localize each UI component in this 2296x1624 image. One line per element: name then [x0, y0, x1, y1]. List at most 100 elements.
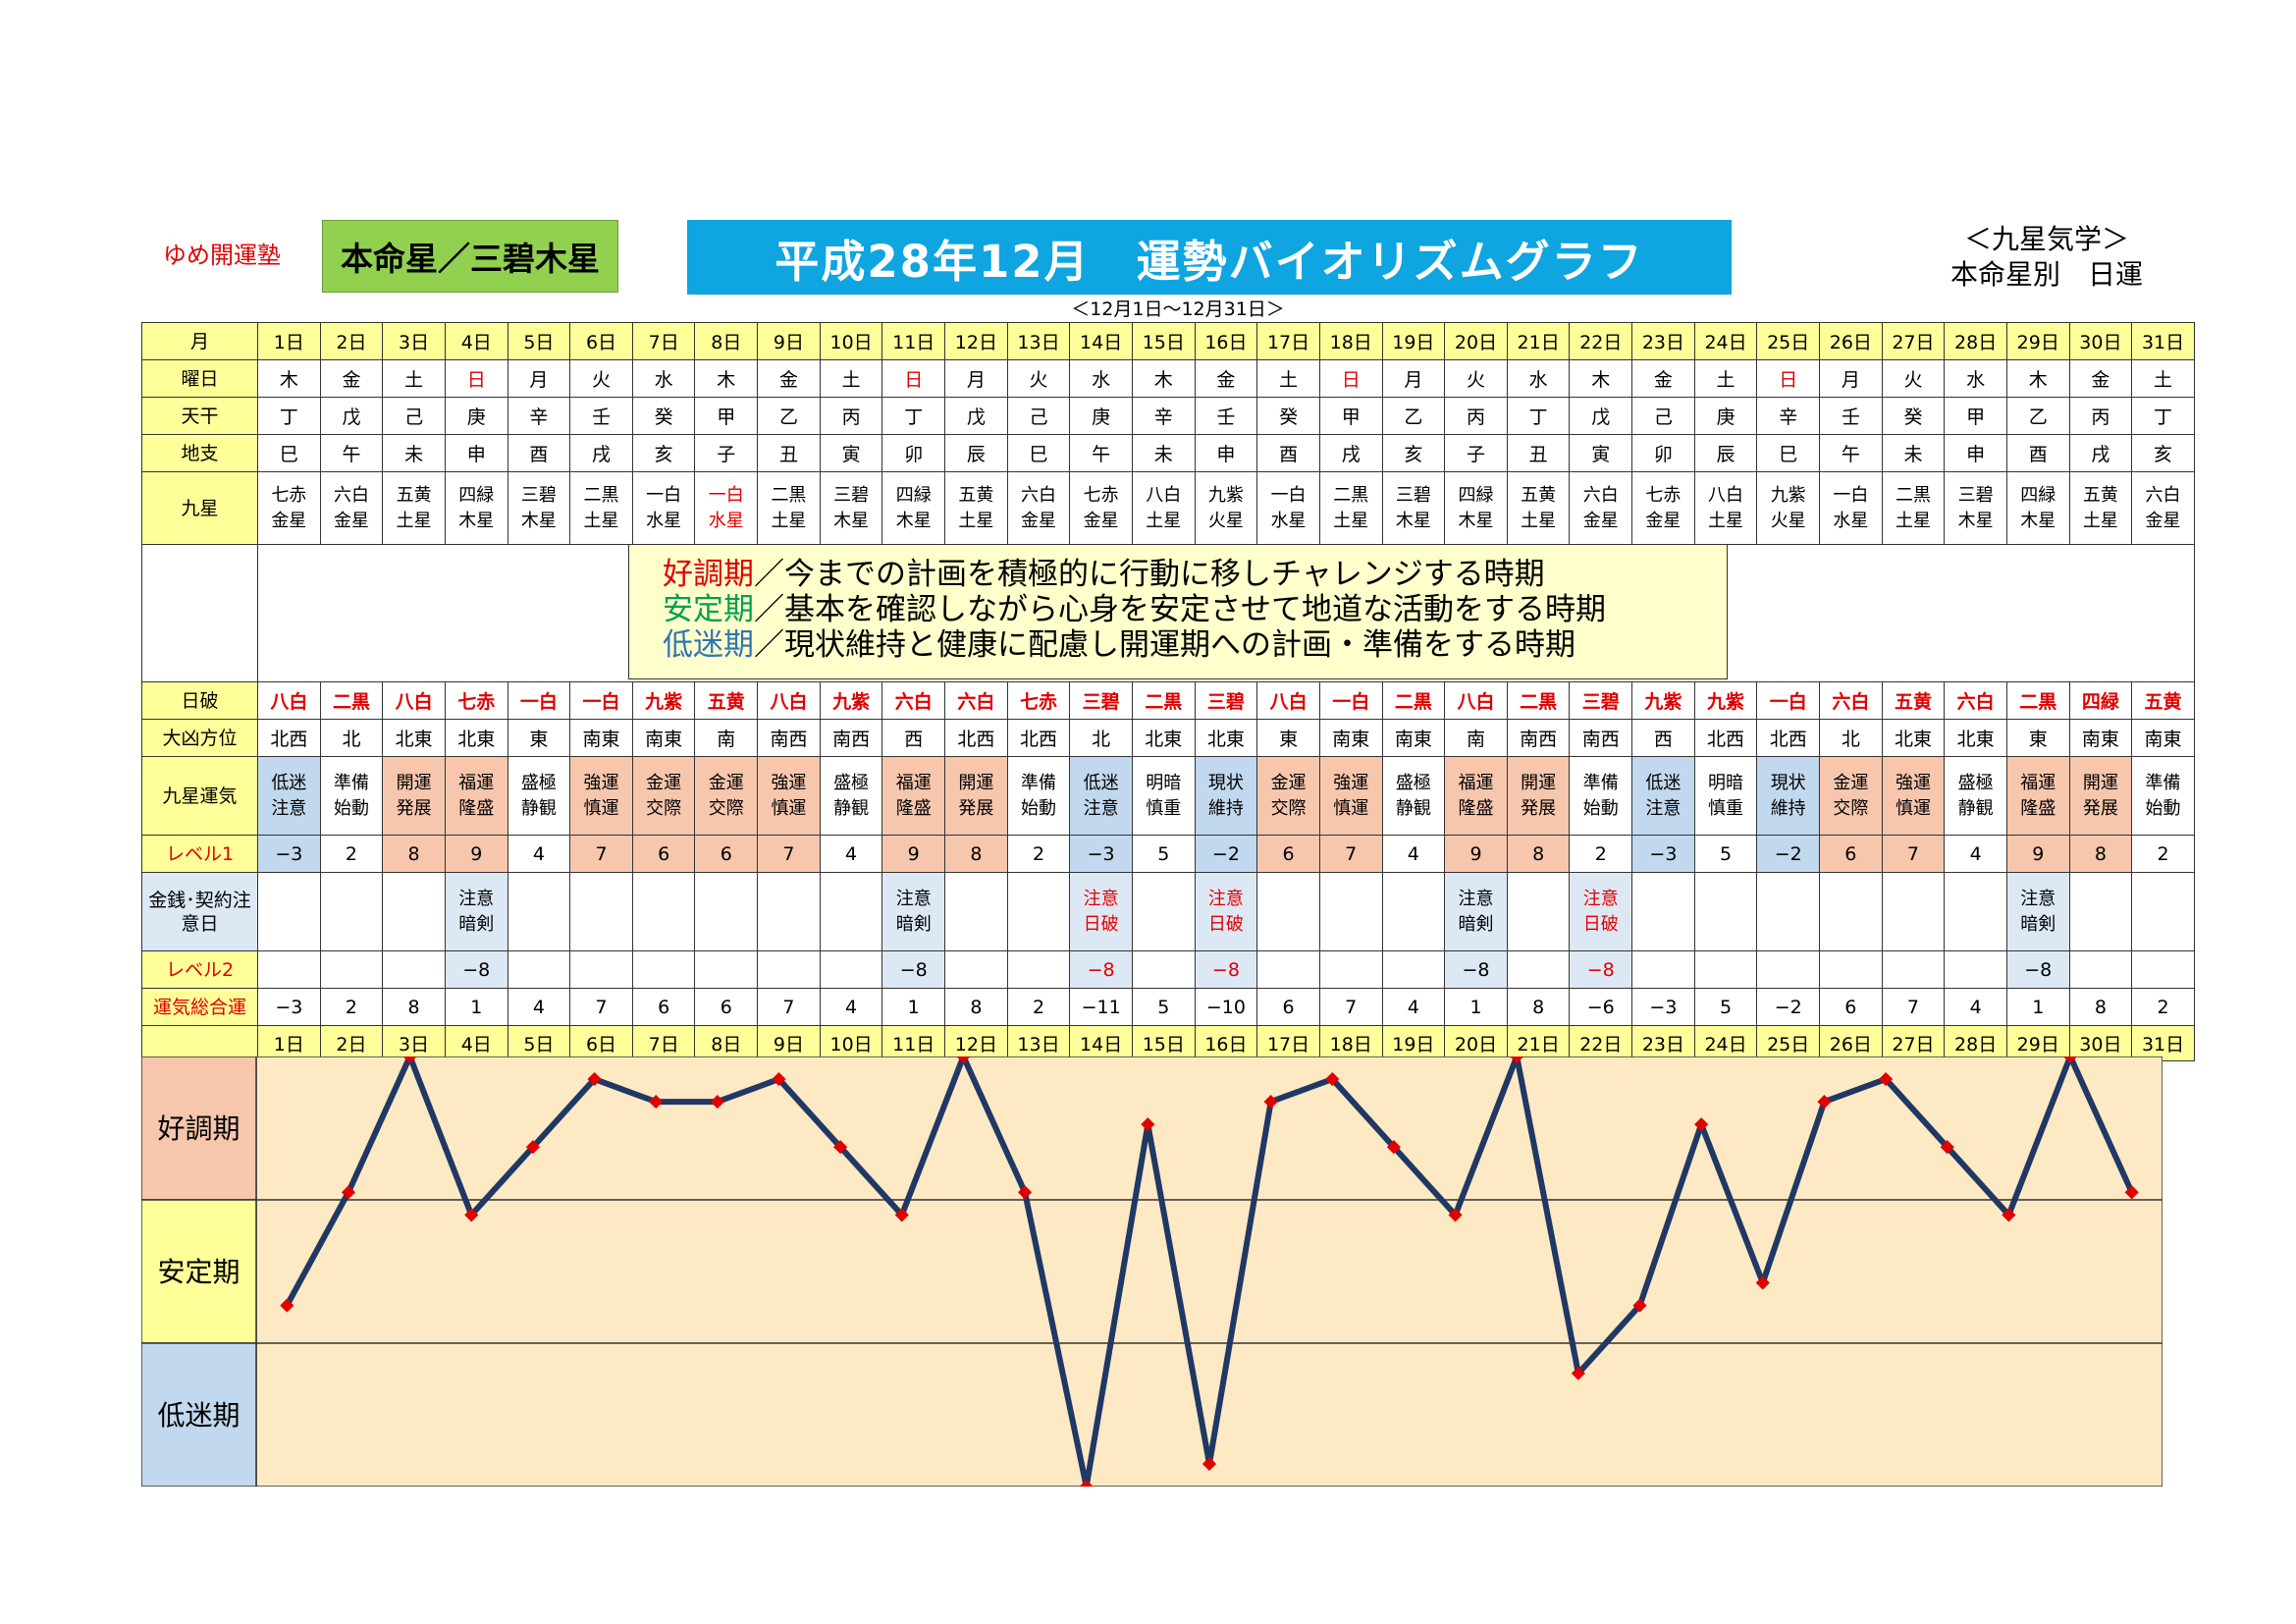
legend-low-key: 低迷期 — [663, 627, 754, 663]
table-cell: 巳 — [1756, 434, 1821, 472]
band-label: 好調期 — [157, 1112, 240, 1145]
table-cell: 二黒 — [1506, 681, 1571, 720]
cell-line: 注意 — [1645, 797, 1682, 819]
table-cell: 14日 — [1069, 1025, 1133, 1061]
table-cell: 6日 — [569, 322, 633, 360]
table-cell — [507, 872, 571, 951]
table-cell: 北西 — [1006, 719, 1071, 757]
cell-line: 木星 — [895, 510, 932, 531]
cell-line: 交際 — [1833, 797, 1869, 819]
table-cell: 22日 — [1569, 1025, 1633, 1061]
cell-line: 水星 — [1270, 510, 1307, 531]
table-cell: 7 — [569, 835, 633, 873]
table-cell — [257, 872, 321, 951]
table-cell: 甲 — [1318, 397, 1383, 435]
table-cell: 北東 — [1131, 719, 1196, 757]
table-cell: 九紫 — [819, 681, 883, 720]
table-cell: 戌 — [2068, 434, 2133, 472]
table-cell: −6 — [1569, 988, 1633, 1026]
table-cell: 金 — [1631, 359, 1695, 398]
table-cell: 五黄 — [694, 681, 759, 720]
table-cell: 丙 — [2068, 397, 2133, 435]
cell-line: 金星 — [1083, 510, 1119, 531]
cell-line: 二黒 — [1895, 484, 1931, 506]
table-cell — [569, 872, 633, 951]
cell-line: 四緑 — [2020, 484, 2056, 506]
table-cell: 木 — [257, 359, 321, 398]
table-cell: 六白 — [881, 681, 946, 720]
cell-line: 慎運 — [1333, 797, 1369, 819]
row-caution: 金銭･契約注意日 注意 暗剣 注意 暗剣 注意 日破 注意 日破 注意 暗剣 注意 日破 注意 暗剣 — [141, 872, 2195, 951]
legend-stable-text: ／基本を確認しながら心身を安定させて地道な活動をする時期 — [754, 592, 1606, 627]
table-cell: 戊 — [319, 397, 384, 435]
table-cell: 29日 — [2005, 322, 2070, 360]
cell-line: 盛極 — [1395, 772, 1431, 793]
table-cell — [631, 872, 696, 951]
table-cell: 注意 日破 — [1194, 872, 1258, 951]
table-cell: 戌 — [1318, 434, 1383, 472]
table-cell: 17日 — [1256, 322, 1320, 360]
table-cell: 一白 水星 — [1256, 471, 1320, 545]
table-cell: 南東 — [1318, 719, 1383, 757]
table-cell: 盛極 静観 — [819, 756, 883, 836]
cell-line: 注意 — [1582, 888, 1619, 909]
table-cell: 7 — [757, 988, 821, 1026]
table-cell: 六白 — [1819, 681, 1883, 720]
table-cell: 未 — [382, 434, 446, 472]
table-cell: 低迷 注意 — [1069, 756, 1133, 836]
cell-line: 強運 — [583, 772, 619, 793]
kyusei-line1: ＜九星気学＞ — [1963, 223, 2129, 255]
table-cell: 7日 — [631, 1025, 696, 1061]
table-cell: 六白 — [1944, 681, 2007, 720]
band-label: 安定期 — [157, 1256, 240, 1288]
table-cell: 北東 — [382, 719, 446, 757]
table-cell: 8 — [382, 835, 446, 873]
cell-line: 隆盛 — [458, 797, 495, 819]
cell-line: 隆盛 — [2020, 797, 2056, 819]
table-cell: 土 — [2131, 359, 2195, 398]
cell-line: 土星 — [2082, 510, 2118, 531]
table-cell: −8 — [2005, 950, 2070, 989]
table-cell: 9 — [881, 835, 946, 873]
table-cell: 二黒 — [319, 681, 384, 720]
table-cell: 6 — [1256, 835, 1320, 873]
table-cell: 6 — [1819, 988, 1883, 1026]
row-label: 運気総合運 — [141, 988, 258, 1026]
table-cell: 巳 — [1006, 434, 1071, 472]
cell-line: 土星 — [1708, 510, 1744, 531]
cell-line: 木星 — [520, 510, 557, 531]
table-cell — [319, 872, 384, 951]
cell-line: 慎重 — [1708, 797, 1744, 819]
cell-line: 土星 — [1333, 510, 1369, 531]
table-cell — [1256, 950, 1320, 989]
cell-line: 金星 — [1021, 510, 1056, 531]
table-cell: 8 — [2068, 988, 2133, 1026]
cell-line: 三碧 — [1957, 484, 1994, 506]
table-cell: 三碧 木星 — [1944, 471, 2007, 545]
table-cell — [507, 950, 571, 989]
table-cell: 12日 — [944, 322, 1008, 360]
cell-line: 水星 — [646, 510, 682, 531]
table-cell: 子 — [1444, 434, 1508, 472]
row-kan: 天干丁戊己庚辛壬癸甲乙丙丁戊己庚辛壬癸甲乙丙丁戊己庚辛壬癸甲乙丙丁 — [141, 397, 2195, 435]
table-cell: 八白 — [1444, 681, 1508, 720]
table-cell: 2日 — [319, 322, 384, 360]
cell-line: 開運 — [2082, 772, 2118, 793]
table-cell: 7 — [1881, 835, 1946, 873]
table-cell: 注意 日破 — [1569, 872, 1633, 951]
cell-line: 盛極 — [520, 772, 557, 793]
table-cell: 2 — [1006, 835, 1071, 873]
table-cell: 乙 — [1381, 397, 1446, 435]
table-cell: 19日 — [1381, 322, 1446, 360]
table-cell: 17日 — [1256, 1025, 1320, 1061]
table-cell: 4日 — [444, 322, 508, 360]
table-cell: 五黄 土星 — [1506, 471, 1571, 545]
table-cell: 三碧 木星 — [819, 471, 883, 545]
table-cell: 寅 — [819, 434, 883, 472]
table-cell: 8 — [1506, 835, 1571, 873]
table-cell: 日 — [444, 359, 508, 398]
data-point — [1201, 1456, 1217, 1472]
cell-line: 暗剣 — [2020, 913, 2056, 935]
table-cell: 戊 — [944, 397, 1008, 435]
table-cell: 北西 — [257, 719, 321, 757]
